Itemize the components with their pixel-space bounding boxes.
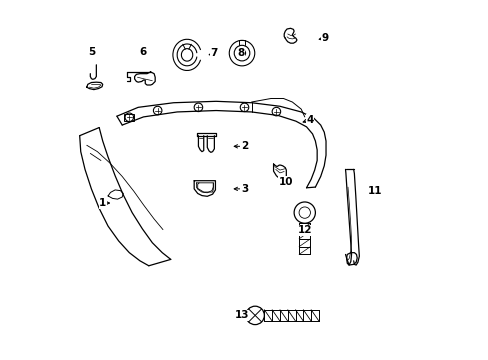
- Text: 11: 11: [367, 186, 382, 195]
- Bar: [124, 114, 134, 121]
- Text: 4: 4: [306, 115, 313, 125]
- Text: 1: 1: [99, 198, 106, 208]
- Text: 5: 5: [87, 47, 95, 57]
- Text: 2: 2: [241, 141, 247, 151]
- Text: 8: 8: [237, 48, 244, 58]
- Text: 10: 10: [278, 177, 293, 187]
- Text: 6: 6: [140, 47, 147, 57]
- Text: 13: 13: [234, 310, 248, 320]
- Text: 7: 7: [210, 48, 218, 58]
- Text: 3: 3: [241, 184, 247, 194]
- Text: 9: 9: [321, 33, 327, 43]
- Text: 12: 12: [297, 225, 311, 235]
